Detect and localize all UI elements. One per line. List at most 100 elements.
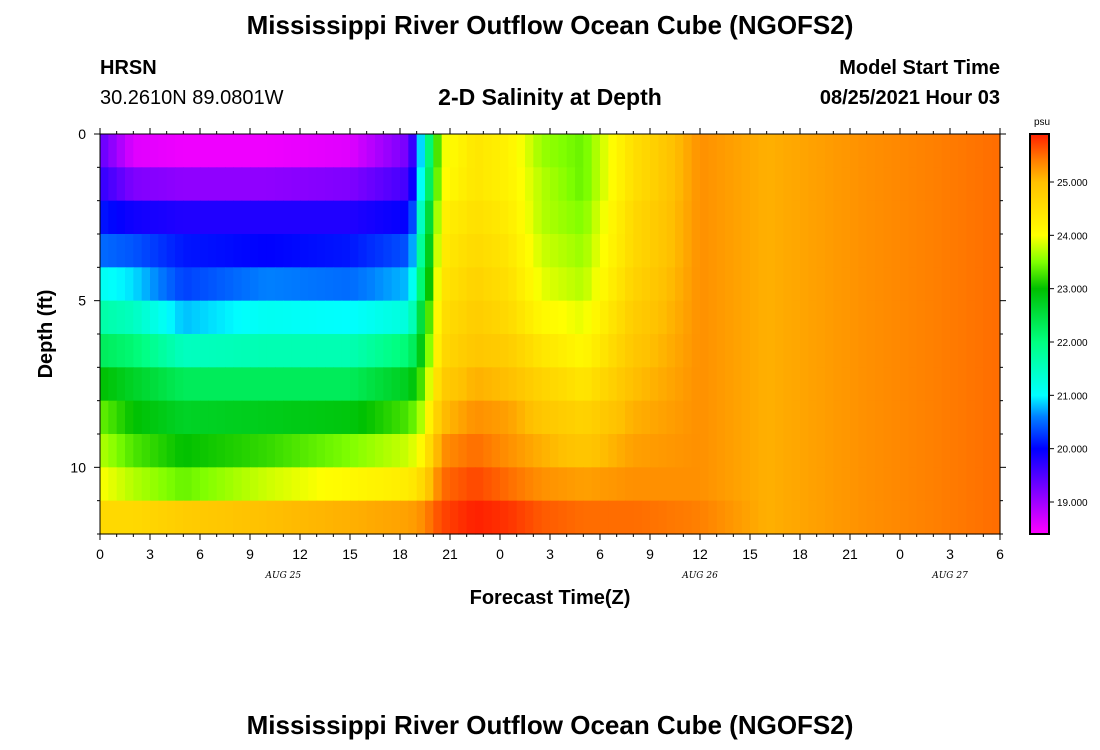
heatmap-cell: [900, 234, 909, 268]
heatmap-cell: [833, 234, 843, 268]
heatmap-cell: [700, 267, 709, 302]
heatmap-cell: [583, 367, 593, 402]
heatmap-cell: [691, 267, 701, 302]
heatmap-cell: [541, 267, 551, 302]
heatmap-cell: [500, 400, 509, 435]
heatmap-cell: [191, 200, 201, 235]
heatmap-cell: [675, 400, 684, 435]
heatmap-cell: [908, 300, 918, 335]
heatmap-cell: [533, 334, 543, 368]
heatmap-cell: [691, 467, 701, 502]
heatmap-cell: [541, 434, 551, 468]
heatmap-cell: [350, 434, 359, 468]
heatmap-cell: [533, 267, 543, 302]
heatmap-cell: [666, 334, 676, 368]
heatmap-cell: [258, 500, 268, 535]
heatmap-cell: [591, 367, 601, 402]
heatmap-cell: [875, 334, 884, 368]
heatmap-cell: [258, 434, 268, 468]
heatmap-cell: [166, 467, 176, 502]
heatmap-cell: [266, 234, 276, 268]
heatmap-cell: [758, 300, 768, 335]
heatmap-cell: [375, 367, 384, 402]
heatmap-cell: [483, 234, 493, 268]
heatmap-cell: [558, 267, 568, 302]
heatmap-cell: [600, 200, 609, 235]
heatmap-cell: [258, 334, 268, 368]
heatmap-cell: [591, 234, 601, 268]
heatmap-cell: [250, 500, 259, 535]
heatmap-cell: [475, 434, 484, 468]
heatmap-cell: [766, 167, 776, 202]
heatmap-cell: [608, 334, 618, 368]
heatmap-cell: [391, 267, 401, 302]
heatmap-cell: [500, 367, 509, 402]
heatmap-cell: [491, 300, 501, 335]
heatmap-cell: [608, 467, 618, 502]
heatmap-cell: [358, 367, 368, 402]
heatmap-cell: [766, 400, 776, 435]
heatmap-cell: [533, 467, 543, 502]
heatmap-cell: [183, 467, 193, 502]
heatmap-cell: [433, 467, 443, 502]
heatmap-cell: [358, 200, 368, 235]
heatmap-cell: [325, 134, 334, 168]
heatmap-cell: [841, 134, 851, 168]
heatmap-cell: [725, 167, 734, 202]
heatmap-cell: [266, 300, 276, 335]
heatmap-cell: [783, 200, 793, 235]
heatmap-cell: [241, 500, 251, 535]
heatmap-cell: [400, 234, 409, 268]
heatmap-cell: [400, 134, 409, 168]
heatmap-cell: [225, 334, 234, 368]
heatmap-cell: [158, 134, 168, 168]
heatmap-cell: [608, 367, 618, 402]
heatmap-cell: [625, 334, 634, 368]
heatmap-cell: [291, 167, 301, 202]
heatmap-cell: [616, 367, 626, 402]
heatmap-cell: [950, 134, 959, 168]
heatmap-cell: [700, 500, 709, 535]
heatmap-cell: [966, 300, 976, 335]
heatmap-cell: [650, 167, 659, 202]
heatmap-cell: [808, 400, 818, 435]
heatmap-cell: [825, 334, 834, 368]
heatmap-cell: [650, 334, 659, 368]
heatmap-cell: [175, 134, 184, 168]
heatmap-cell: [566, 500, 576, 535]
heatmap-cell: [291, 367, 301, 402]
heatmap-cell: [466, 400, 476, 435]
heatmap-cell: [966, 200, 976, 235]
heatmap-cell: [533, 167, 543, 202]
heatmap-cell: [375, 134, 384, 168]
heatmap-cell: [633, 434, 643, 468]
heatmap-cell: [133, 200, 143, 235]
heatmap-cell: [250, 267, 259, 302]
heatmap-cell: [200, 334, 209, 368]
heatmap-cell: [891, 300, 901, 335]
heatmap-cell: [858, 434, 868, 468]
heatmap-cell: [500, 167, 509, 202]
heatmap-cell: [933, 400, 943, 435]
heatmap-cell: [775, 267, 784, 302]
heatmap-cell: [941, 234, 951, 268]
heatmap-cell: [750, 134, 759, 168]
heatmap-cell: [816, 234, 826, 268]
heatmap-cell: [558, 200, 568, 235]
heatmap-cell: [641, 434, 651, 468]
heatmap-cell: [325, 200, 334, 235]
heatmap-cell: [825, 200, 834, 235]
x-tick-label: 0: [496, 546, 504, 562]
heatmap-cell: [300, 467, 309, 502]
heatmap-cell: [250, 167, 259, 202]
heatmap-cell: [150, 200, 159, 235]
heatmap-cell: [308, 300, 318, 335]
heatmap-cell: [533, 234, 543, 268]
heatmap-cell: [633, 334, 643, 368]
heatmap-cell: [775, 400, 784, 435]
heatmap-cell: [741, 300, 751, 335]
heatmap-cell: [833, 300, 843, 335]
heatmap-cell: [966, 334, 976, 368]
heatmap-cell: [783, 267, 793, 302]
heatmap-cell: [466, 367, 476, 402]
